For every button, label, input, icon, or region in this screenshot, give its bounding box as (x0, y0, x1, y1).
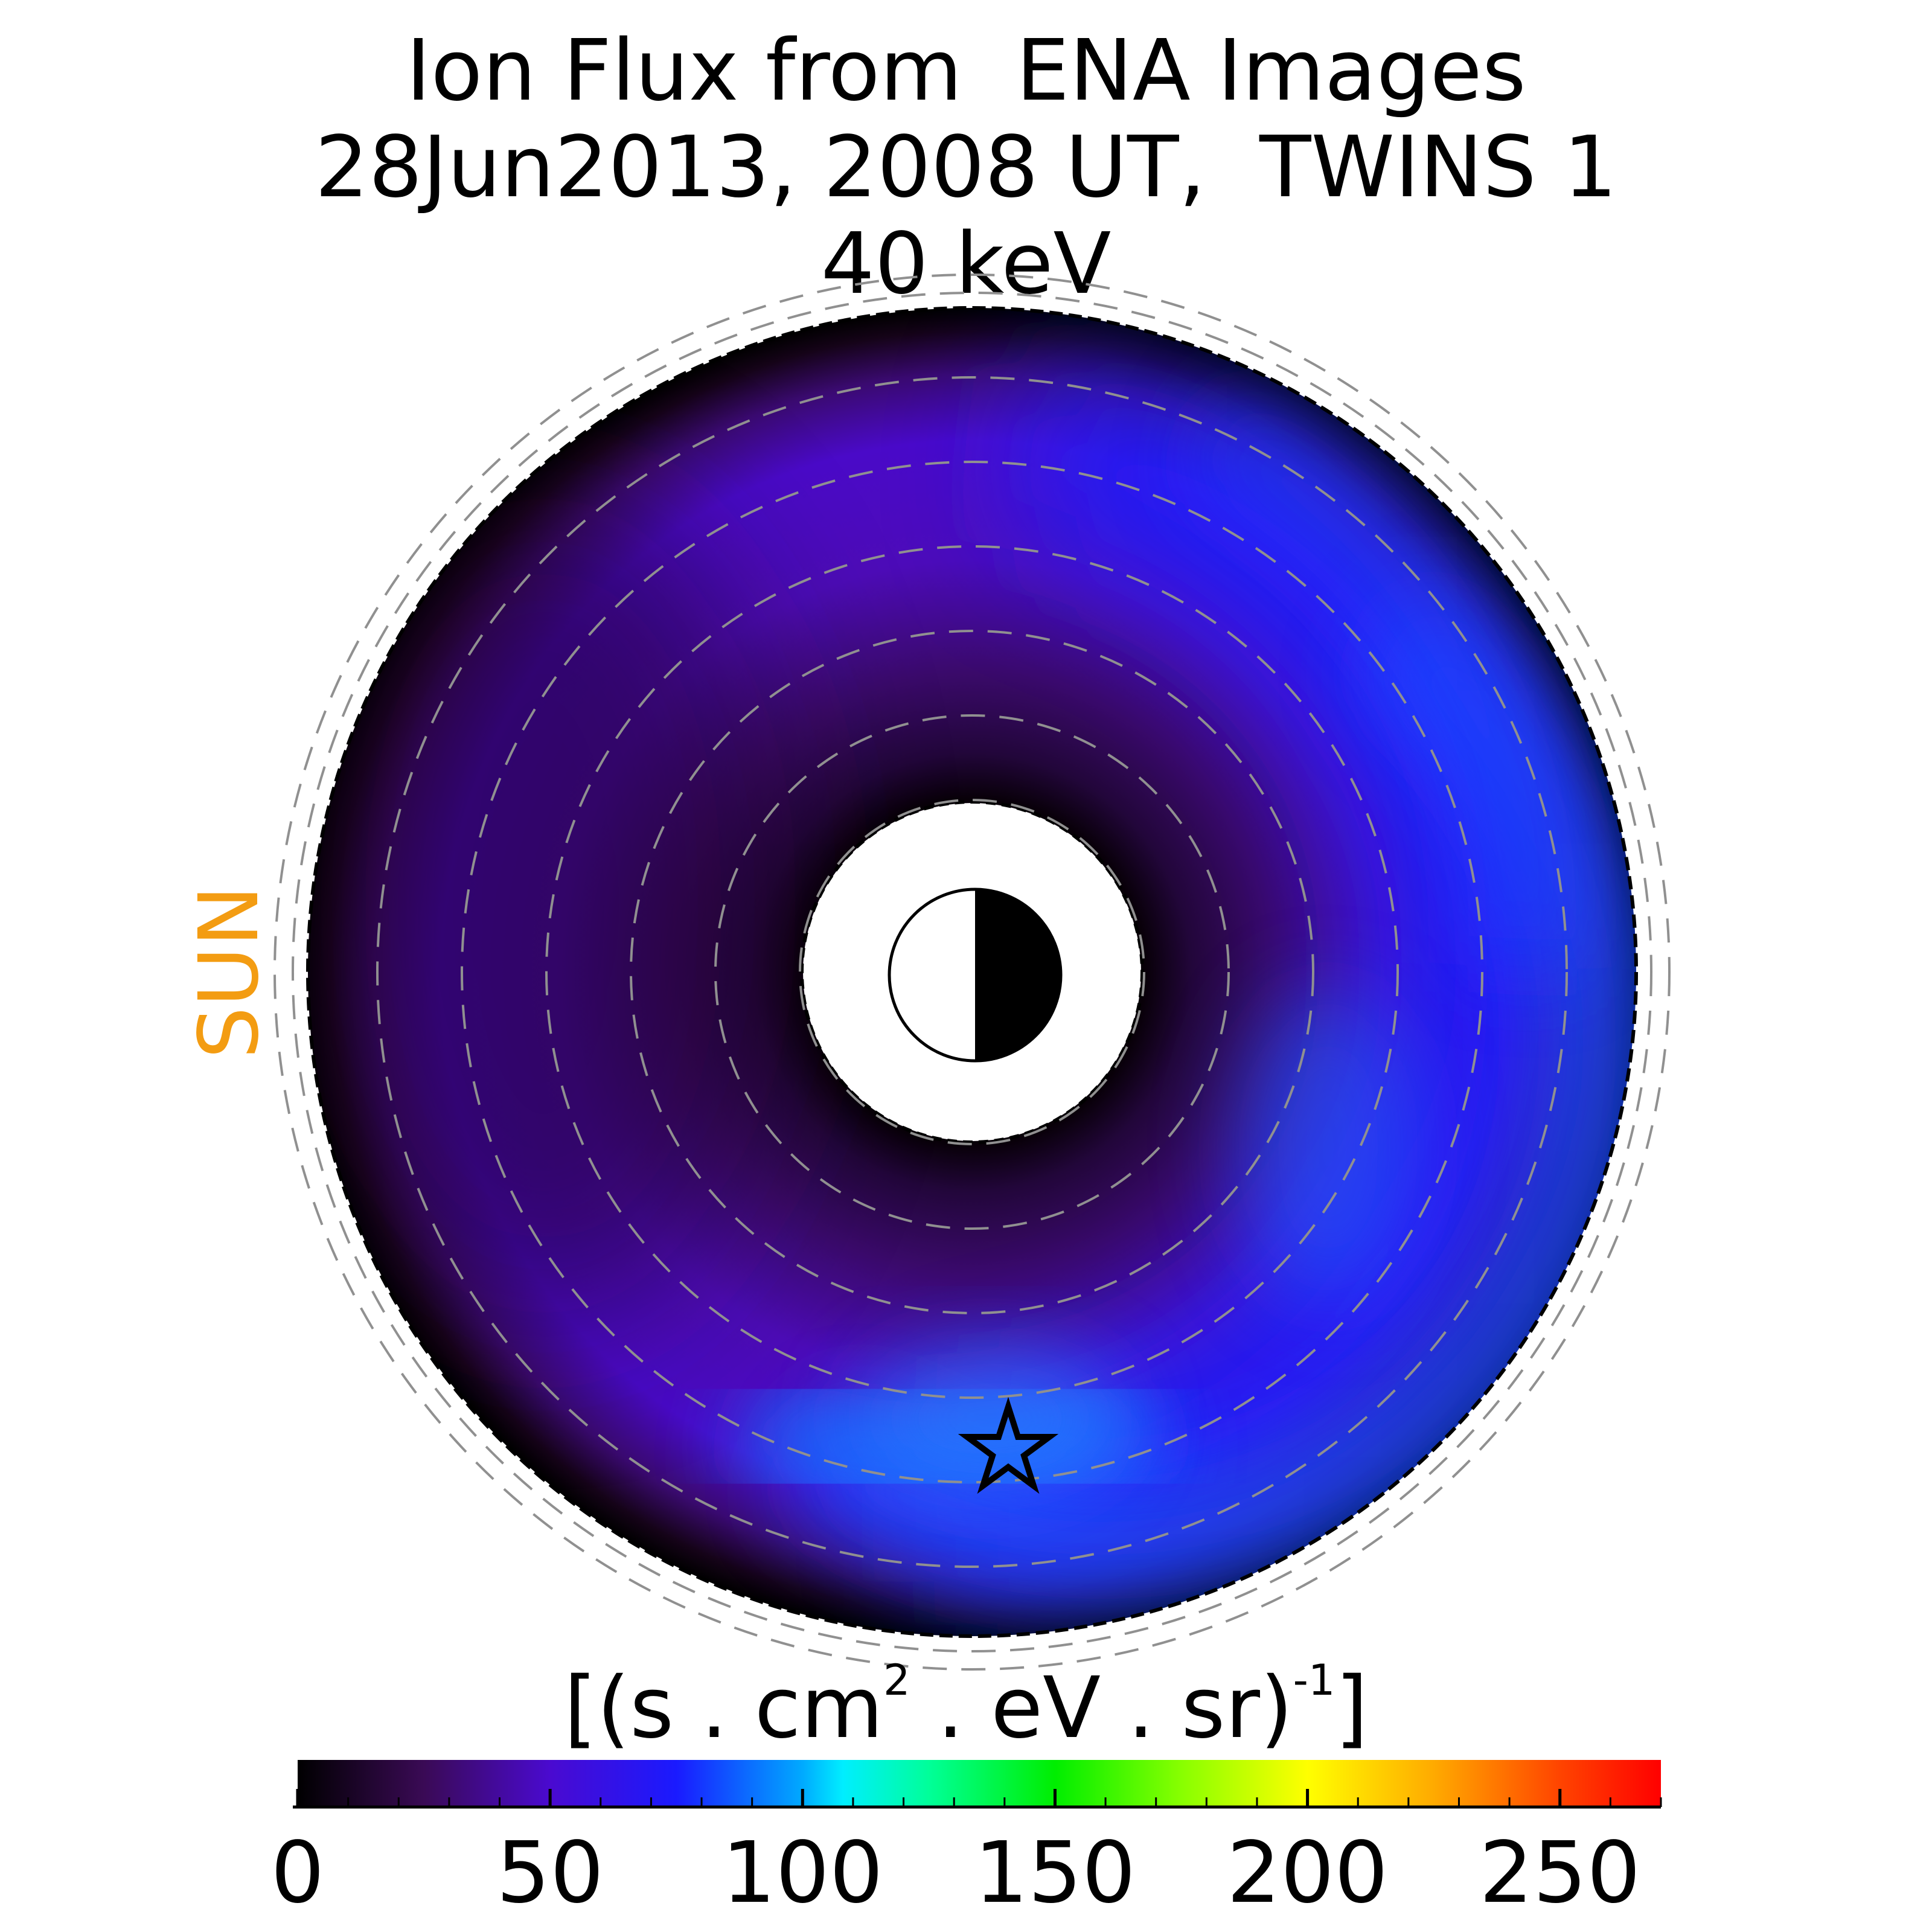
colorbar-tick-label: 150 (974, 1824, 1136, 1922)
title-line-1: Ion Flux from ENA Images (406, 22, 1526, 120)
earth-icon (888, 888, 1063, 1063)
title-line-2: 28Jun2013, 2008 UT, TWINS 1 (315, 118, 1617, 217)
colorbar-tick-label: 200 (1227, 1824, 1388, 1922)
colorbar-unit-label: [(s . cm2 . eV . sr)-1] (563, 1655, 1369, 1758)
grid-circles (273, 273, 1671, 1671)
colorbar-tick-label: 250 (1479, 1824, 1640, 1922)
title-line-3: 40 keV (820, 215, 1112, 313)
colorbar-tick-label: 100 (722, 1824, 883, 1922)
colorbar-tick-label: 50 (496, 1824, 604, 1922)
inner-ring-edge (800, 800, 1144, 1144)
colorbar-tick-label: 0 (270, 1824, 324, 1922)
colorbar-gradient (298, 1760, 1661, 1807)
outer-ring-edge (306, 306, 1638, 1638)
peak-star-icon (958, 1396, 1059, 1494)
